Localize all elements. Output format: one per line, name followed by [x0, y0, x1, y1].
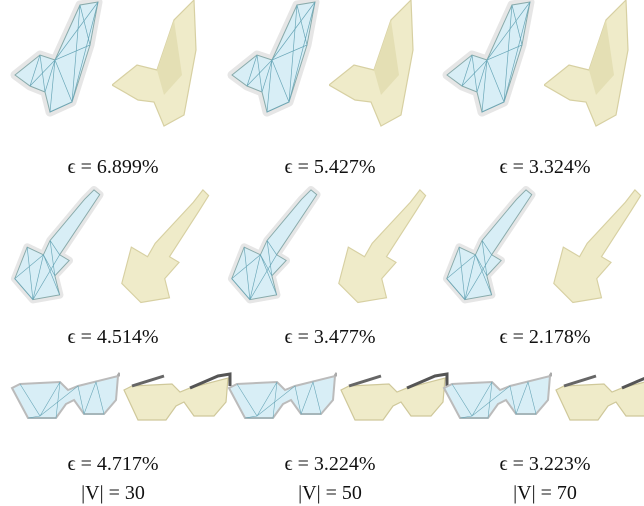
column-label: |V| = 70 [513, 482, 577, 504]
wireframe-mesh [232, 190, 317, 300]
wireframe-mesh [447, 2, 530, 112]
error-caption: ϵ = 4.717% [67, 453, 158, 475]
error-caption: ϵ = 5.427% [284, 156, 375, 178]
reconstructed-mesh [121, 189, 210, 304]
wireframe-mesh [232, 2, 315, 112]
error-caption: ϵ = 3.224% [284, 453, 375, 475]
wireframe-mesh [447, 190, 532, 300]
reconstructed-mesh [338, 189, 427, 304]
reconstructed-mesh [339, 372, 449, 422]
reconstructed-mesh [329, 0, 414, 127]
error-caption: ϵ = 3.223% [499, 453, 590, 475]
reconstructed-mesh [544, 0, 629, 127]
reconstructed-mesh [112, 0, 197, 127]
error-caption: ϵ = 6.899% [67, 156, 158, 178]
reconstructed-mesh [554, 372, 644, 422]
reconstructed-mesh [553, 189, 642, 304]
wireframe-mesh [15, 2, 98, 112]
error-caption: ϵ = 2.178% [499, 326, 590, 348]
wireframe-mesh [15, 190, 100, 300]
column-label: |V| = 30 [81, 482, 145, 504]
reconstructed-mesh [122, 372, 232, 422]
error-caption: ϵ = 3.324% [499, 156, 590, 178]
wireframe-mesh [442, 371, 552, 420]
wireframe-mesh [227, 371, 337, 420]
wireframe-mesh [10, 371, 120, 420]
error-caption: ϵ = 3.477% [284, 326, 375, 348]
column-label: |V| = 50 [298, 482, 362, 504]
error-caption: ϵ = 4.514% [67, 326, 158, 348]
